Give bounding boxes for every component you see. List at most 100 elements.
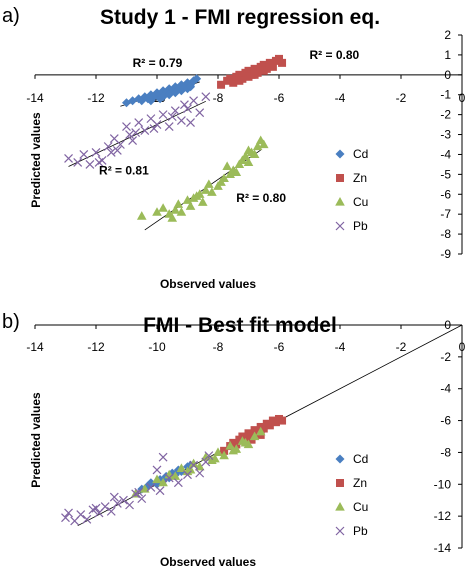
data-point-cu bbox=[207, 187, 217, 196]
legend-label-pb: Pb bbox=[353, 219, 368, 233]
r-squared-label: R² = 0.80 bbox=[310, 48, 360, 62]
data-point-pb bbox=[106, 506, 116, 516]
data-point-zn bbox=[278, 58, 287, 67]
data-point-pb bbox=[158, 110, 168, 120]
y-tick-label: 1 bbox=[444, 48, 451, 62]
x-tick-label: 0 bbox=[459, 91, 466, 105]
data-point-cu bbox=[249, 431, 260, 441]
data-point-cu bbox=[204, 179, 214, 188]
data-point-pb bbox=[140, 126, 150, 135]
legend-marker-cd bbox=[335, 149, 345, 159]
x-tick-label: -4 bbox=[335, 91, 346, 105]
y-tick-label: 0 bbox=[444, 68, 451, 82]
data-point-cd bbox=[146, 96, 156, 106]
legend-marker-zn bbox=[336, 174, 344, 182]
data-point-pb bbox=[195, 468, 205, 478]
data-point-cu bbox=[222, 161, 232, 170]
data-point-pb bbox=[186, 118, 195, 128]
data-point-cu bbox=[219, 450, 229, 460]
x-axis-title: Observed values bbox=[160, 277, 256, 291]
chart-panel-a: a)Study 1 - FMI regression eq.-14-12-10-… bbox=[2, 5, 466, 291]
data-point-zn bbox=[259, 66, 268, 75]
data-point-pb bbox=[125, 500, 134, 510]
chart-title: Study 1 - FMI regression eq. bbox=[100, 6, 380, 29]
data-point-cu bbox=[167, 213, 178, 222]
data-point-cu bbox=[188, 458, 199, 468]
legend-label-cd: Cd bbox=[353, 147, 368, 161]
legend-marker-cu bbox=[335, 502, 345, 511]
data-point-cu bbox=[243, 157, 254, 167]
data-point-cu bbox=[158, 203, 168, 212]
y-tick-label: -9 bbox=[440, 247, 451, 261]
x-tick-label: -14 bbox=[26, 91, 44, 105]
data-point-cu bbox=[191, 191, 202, 200]
data-point-pb bbox=[119, 495, 128, 505]
data-point-pb bbox=[155, 486, 165, 496]
x-tick-label: -4 bbox=[335, 340, 346, 354]
data-point-pb bbox=[189, 96, 199, 106]
data-point-pb bbox=[152, 465, 162, 475]
data-point-cu bbox=[136, 211, 147, 220]
r-squared-label: R² = 0.80 bbox=[236, 191, 286, 205]
data-point-pb bbox=[94, 157, 104, 167]
data-point-cu bbox=[170, 205, 181, 214]
y-tick-label: -6 bbox=[440, 187, 451, 201]
panel-label: a) bbox=[2, 5, 20, 27]
y-tick-label: -7 bbox=[440, 207, 451, 221]
data-point-cu bbox=[201, 452, 211, 461]
data-point-pb bbox=[91, 148, 101, 157]
data-point-pb bbox=[183, 104, 192, 114]
data-point-cu bbox=[152, 207, 162, 216]
x-tick-label: 0 bbox=[459, 340, 466, 354]
data-point-zn bbox=[247, 430, 256, 439]
data-point-pb bbox=[85, 159, 95, 169]
y-tick-label: -14 bbox=[434, 541, 452, 555]
x-tick-label: -14 bbox=[26, 340, 44, 354]
y-tick-label: -12 bbox=[434, 509, 452, 523]
data-point-pb bbox=[91, 503, 101, 513]
data-point-pb bbox=[134, 487, 144, 497]
data-point-cu bbox=[249, 149, 260, 159]
data-point-pb bbox=[79, 150, 89, 159]
x-tick-label: -12 bbox=[87, 91, 105, 105]
data-point-cd bbox=[158, 92, 168, 102]
data-point-zn bbox=[235, 76, 244, 85]
data-point-pb bbox=[176, 116, 186, 126]
legend-label-cu: Cu bbox=[353, 195, 368, 209]
data-point-pb bbox=[173, 478, 183, 488]
x-tick-label: -12 bbox=[87, 340, 105, 354]
data-point-pb bbox=[149, 124, 159, 133]
chart-panel-b: b) FMI - Best fit model-14 -12 -10 -8 -6 -4 -2 0… bbox=[2, 311, 466, 568]
y-tick-label: -5 bbox=[440, 167, 451, 181]
data-point-pb bbox=[152, 120, 162, 130]
data-point-cu bbox=[219, 173, 229, 182]
data-point-cu bbox=[210, 453, 220, 463]
data-point-cu bbox=[258, 139, 269, 149]
legend-label-pb: Pb bbox=[353, 524, 368, 538]
data-point-pb bbox=[103, 142, 113, 151]
data-point-cu bbox=[185, 464, 196, 474]
data-point-pb bbox=[106, 148, 116, 157]
y-tick-label: -8 bbox=[440, 227, 451, 241]
x-tick-label: -10 bbox=[148, 340, 166, 354]
x-tick-label: -2 bbox=[396, 340, 407, 354]
y-tick-label: -8 bbox=[440, 445, 451, 459]
x-tick-label: -6 bbox=[274, 340, 285, 354]
y-tick-label: -4 bbox=[440, 382, 451, 396]
legend-marker-cd bbox=[335, 454, 345, 464]
data-point-pb bbox=[183, 470, 192, 480]
data-point-pb bbox=[134, 118, 144, 128]
data-point-pb bbox=[201, 92, 211, 102]
data-point-pb bbox=[61, 513, 70, 523]
data-point-pb bbox=[73, 157, 83, 167]
data-point-pb bbox=[131, 128, 141, 137]
data-point-pb bbox=[164, 122, 174, 132]
legend-marker-cu bbox=[335, 197, 345, 206]
data-point-cu bbox=[176, 463, 187, 472]
data-point-cu bbox=[170, 471, 181, 480]
y-axis-title: Predicted values bbox=[29, 392, 43, 488]
data-point-pb bbox=[122, 122, 131, 132]
legend-marker-zn bbox=[336, 479, 344, 487]
y-axis-title: Predicted values bbox=[29, 112, 43, 208]
